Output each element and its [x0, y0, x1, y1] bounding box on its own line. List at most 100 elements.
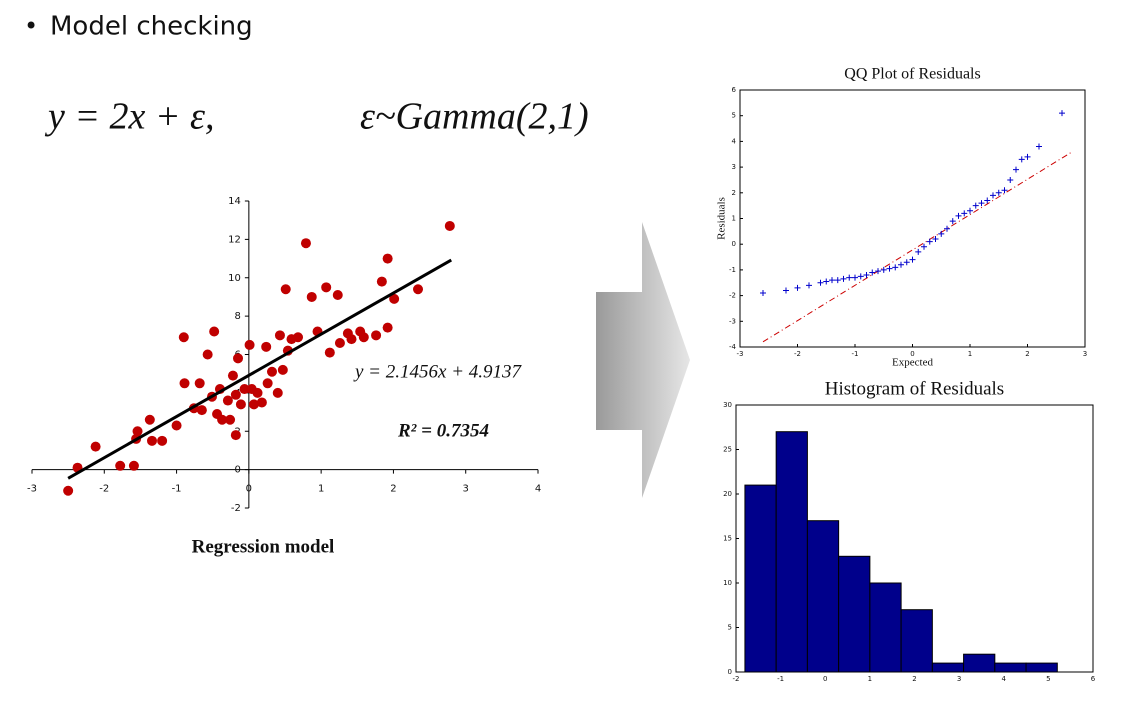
x-tick-label: 6: [1091, 675, 1096, 683]
point: [903, 259, 910, 266]
point: [932, 236, 939, 243]
point: [239, 384, 250, 395]
point: [346, 334, 357, 345]
point: [230, 389, 241, 400]
point: [938, 230, 945, 237]
point: [277, 364, 288, 375]
y-tick-label: -2: [729, 292, 736, 300]
x-tick-label: 0: [246, 484, 252, 495]
x-tick-label: 3: [957, 675, 961, 683]
point: [233, 353, 244, 364]
point: [1001, 187, 1008, 194]
point: [280, 284, 291, 295]
point: [875, 268, 881, 275]
y-tick-label: 0: [234, 465, 240, 476]
y-axis-label: Residuals: [716, 197, 728, 240]
point: [306, 291, 317, 302]
point: [235, 399, 246, 410]
point: [852, 274, 858, 281]
y-tick-label: 30: [723, 401, 732, 409]
point: [949, 218, 956, 225]
y-tick-label: 10: [228, 273, 241, 284]
arrow: [596, 222, 690, 498]
bar: [963, 653, 996, 673]
point: [324, 347, 335, 358]
point: [967, 207, 973, 214]
y-tick-label: 6: [732, 86, 737, 94]
point: [334, 337, 345, 348]
point: [760, 290, 766, 297]
point: [248, 399, 259, 410]
point: [157, 435, 168, 446]
point: [413, 284, 424, 295]
y-tick-label: 3: [732, 163, 736, 171]
x-tick-label: -3: [27, 484, 37, 495]
point: [817, 279, 824, 286]
point: [321, 282, 332, 293]
point: [300, 238, 311, 249]
plot-frame: [739, 89, 1086, 348]
y-tick-label: -1: [729, 266, 736, 274]
x-tick-label: 2: [912, 675, 916, 683]
point: [179, 378, 190, 389]
bar: [775, 431, 808, 673]
x-tick-label: -2: [794, 350, 801, 358]
reference-line: [762, 151, 1073, 343]
bar: [744, 484, 777, 673]
y-tick-label: 25: [723, 446, 732, 454]
point: [794, 284, 801, 291]
point: [274, 330, 285, 341]
point: [1018, 156, 1025, 163]
point: [444, 220, 455, 231]
y-tick-label: -4: [729, 343, 737, 351]
bar: [838, 555, 871, 673]
point: [230, 430, 241, 441]
y-tick-label: 12: [228, 234, 241, 245]
point: [382, 253, 393, 264]
point: [892, 264, 899, 271]
point: [227, 370, 238, 381]
point: [1007, 176, 1014, 183]
point: [857, 273, 864, 280]
point: [823, 278, 830, 285]
bar: [1025, 662, 1058, 673]
bar: [900, 609, 933, 673]
point: [332, 290, 343, 301]
x-tick-label: -1: [777, 675, 784, 683]
equation-error: ε~Gamma(2,1): [360, 96, 589, 138]
x-tick-label: -1: [852, 350, 859, 358]
point: [926, 238, 933, 245]
point: [358, 332, 369, 343]
trend-line: [67, 258, 452, 480]
point: [222, 395, 233, 406]
point: [146, 435, 157, 446]
point: [256, 397, 267, 408]
point: [217, 414, 228, 425]
point: [225, 414, 236, 425]
x-tick-label: -2: [99, 484, 109, 495]
x-tick-label: -3: [737, 350, 744, 358]
bullet-text: Model checking: [50, 12, 253, 42]
point: [194, 378, 205, 389]
bar: [806, 520, 840, 673]
point: [834, 277, 841, 284]
x-tick-label: 1: [868, 675, 872, 683]
y-tick-label: -3: [729, 317, 736, 325]
point: [90, 441, 101, 452]
point: [171, 420, 182, 431]
bar: [869, 582, 902, 673]
chart-title: QQ Plot of Residuals: [844, 66, 980, 83]
point: [389, 293, 400, 304]
point: [955, 212, 962, 219]
y-tick-label: 2: [732, 189, 736, 197]
x-tick-label: 4: [1002, 675, 1007, 683]
x-axis-label: Regression model: [192, 536, 335, 557]
point: [144, 414, 155, 425]
x-tick-label: 2: [390, 484, 396, 495]
point: [1013, 166, 1019, 173]
point: [376, 276, 387, 287]
y-tick-label: 1: [732, 215, 736, 223]
point: [202, 349, 213, 360]
y-tick-label: 8: [234, 311, 240, 322]
